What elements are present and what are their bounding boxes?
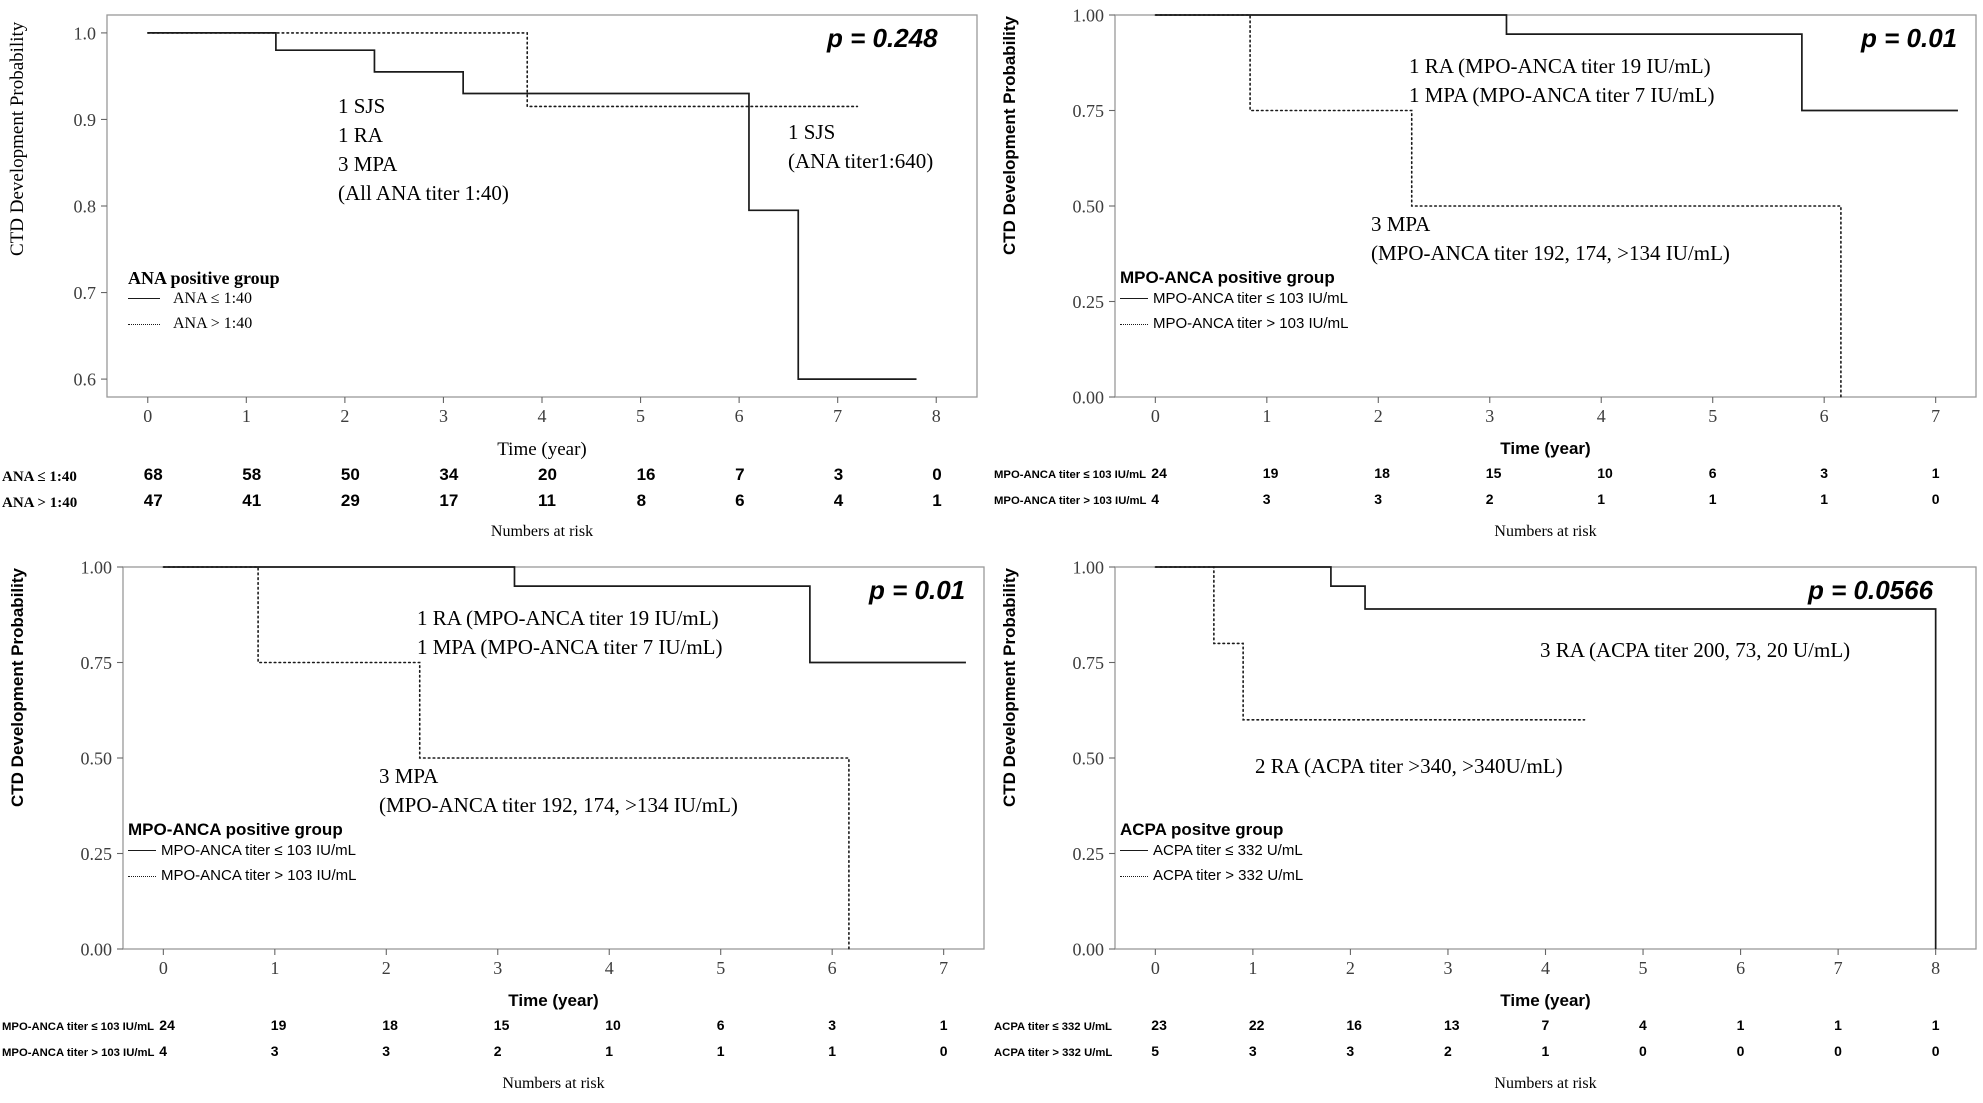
svg-text:0.50: 0.50 <box>1073 749 1105 769</box>
svg-text:1.00: 1.00 <box>81 558 113 578</box>
svg-text:5: 5 <box>1708 406 1717 426</box>
svg-text:3: 3 <box>439 406 448 426</box>
svg-text:1.0: 1.0 <box>74 23 97 43</box>
svg-text:0.7: 0.7 <box>74 283 97 303</box>
svg-text:6: 6 <box>1820 406 1829 426</box>
svg-text:2: 2 <box>340 406 349 426</box>
svg-text:4: 4 <box>1541 958 1550 978</box>
svg-text:4: 4 <box>1597 406 1606 426</box>
svg-text:1: 1 <box>242 406 251 426</box>
svg-text:1: 1 <box>1248 958 1257 978</box>
svg-text:7: 7 <box>833 406 842 426</box>
svg-text:8: 8 <box>1931 958 1940 978</box>
svg-text:0: 0 <box>1151 406 1160 426</box>
svg-text:0.6: 0.6 <box>74 370 97 390</box>
svg-text:0.00: 0.00 <box>1073 940 1105 960</box>
svg-text:0: 0 <box>159 958 168 978</box>
svg-text:0.50: 0.50 <box>1073 197 1105 217</box>
svg-text:0.00: 0.00 <box>1073 388 1105 408</box>
svg-text:4: 4 <box>538 406 547 426</box>
svg-text:7: 7 <box>1931 406 1940 426</box>
svg-text:7: 7 <box>939 958 948 978</box>
svg-text:6: 6 <box>735 406 744 426</box>
svg-text:7: 7 <box>1834 958 1843 978</box>
svg-text:5: 5 <box>1639 958 1648 978</box>
svg-text:0.9: 0.9 <box>74 110 97 130</box>
svg-text:5: 5 <box>716 958 725 978</box>
svg-text:4: 4 <box>605 958 614 978</box>
svg-text:0.75: 0.75 <box>1073 101 1105 121</box>
svg-text:0.50: 0.50 <box>81 749 113 769</box>
svg-text:5: 5 <box>636 406 645 426</box>
svg-text:0.25: 0.25 <box>81 844 113 864</box>
svg-text:2: 2 <box>382 958 391 978</box>
svg-text:1: 1 <box>270 958 279 978</box>
svg-text:3: 3 <box>1485 406 1494 426</box>
svg-text:8: 8 <box>932 406 941 426</box>
svg-text:6: 6 <box>828 958 837 978</box>
svg-text:3: 3 <box>493 958 502 978</box>
svg-text:3: 3 <box>1443 958 1452 978</box>
svg-text:2: 2 <box>1374 406 1383 426</box>
svg-text:0: 0 <box>1151 958 1160 978</box>
svg-text:2: 2 <box>1346 958 1355 978</box>
svg-text:6: 6 <box>1736 958 1745 978</box>
svg-text:0: 0 <box>143 406 152 426</box>
svg-text:1.00: 1.00 <box>1073 558 1105 578</box>
svg-text:1: 1 <box>1262 406 1271 426</box>
svg-text:0.25: 0.25 <box>1073 844 1105 864</box>
svg-text:1.00: 1.00 <box>1073 6 1105 26</box>
svg-text:0.00: 0.00 <box>81 940 113 960</box>
svg-text:0.75: 0.75 <box>1073 653 1105 673</box>
svg-text:0.8: 0.8 <box>74 197 97 217</box>
svg-text:0.75: 0.75 <box>81 653 113 673</box>
svg-text:0.25: 0.25 <box>1073 292 1105 312</box>
